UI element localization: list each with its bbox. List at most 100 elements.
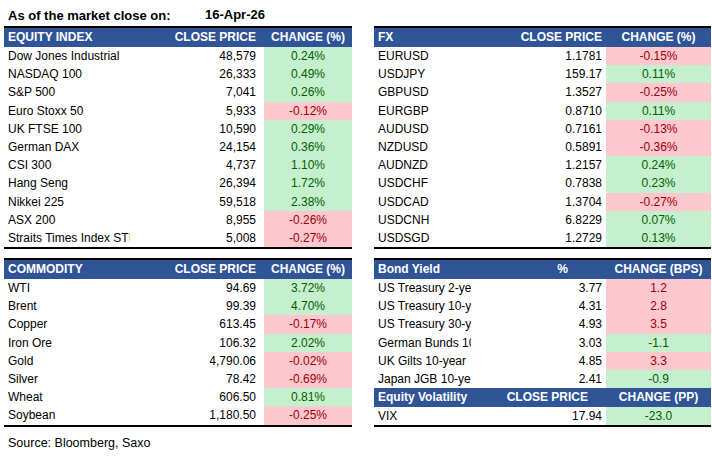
change-value: 0.07% bbox=[606, 211, 711, 229]
instrument-name: VIX bbox=[374, 407, 471, 425]
change-value: 0.36% bbox=[264, 138, 352, 156]
instrument-name: USDJPY bbox=[374, 65, 471, 83]
instrument-name: AUDNZD bbox=[374, 156, 471, 174]
close-value: 4.85 bbox=[471, 352, 606, 370]
column-header-bond-yield: Bond Yield bbox=[374, 260, 471, 279]
close-value: 0.5891 bbox=[471, 138, 606, 156]
table-row: AUDUSD0.7161-0.13% bbox=[374, 120, 711, 138]
change-value: 3.5 bbox=[606, 315, 711, 333]
close-value: 1.2157 bbox=[471, 156, 606, 174]
change-value: -0.17% bbox=[264, 315, 352, 333]
instrument-name: Hang Seng bbox=[4, 174, 130, 192]
change-value: 0.29% bbox=[264, 120, 352, 138]
table-row: Copper613.45-0.17% bbox=[4, 315, 352, 333]
instrument-name: USDCNH bbox=[374, 211, 471, 229]
close-value: 4,790.06 bbox=[130, 352, 264, 370]
table-row: EURUSD1.1781-0.15% bbox=[374, 47, 711, 65]
commodity-table: COMMODITY CLOSE PRICE CHANGE (%) WTI94.6… bbox=[4, 258, 352, 427]
change-value: -0.9 bbox=[606, 370, 711, 388]
table-row: VIX17.94-23.0 bbox=[374, 407, 711, 425]
instrument-name: NASDAQ 100 bbox=[4, 65, 130, 83]
source-note: Source: Bloomberg, Saxo bbox=[8, 435, 150, 451]
instrument-name: Copper bbox=[4, 315, 130, 333]
table-row: Dow Jones Industrial48,5790.24% bbox=[4, 47, 352, 65]
change-value: 0.49% bbox=[264, 65, 352, 83]
equity-index-table: EQUITY INDEX CLOSE PRICE CHANGE (%) Dow … bbox=[4, 26, 352, 249]
instrument-name: US Treasury 30-year bbox=[374, 315, 471, 333]
close-value: 106.32 bbox=[130, 334, 264, 352]
instrument-name: UK Gilts 10-year bbox=[374, 352, 471, 370]
column-header-fx: FX bbox=[374, 28, 471, 47]
close-value: 7,041 bbox=[130, 83, 264, 101]
instrument-name: Straits Times Index STI bbox=[4, 229, 130, 247]
instrument-name: Brent bbox=[4, 297, 130, 315]
close-value: 6.8229 bbox=[471, 211, 606, 229]
table-row: EURGBP0.87100.11% bbox=[374, 102, 711, 120]
change-value: -23.0 bbox=[606, 407, 711, 425]
table-row: ASX 2008,955-0.26% bbox=[4, 211, 352, 229]
change-value: 2.8 bbox=[606, 297, 711, 315]
fx-table: FX CLOSE PRICE CHANGE (%) EURUSD1.1781-0… bbox=[374, 26, 711, 249]
column-header-change-bps: CHANGE (BPS) bbox=[606, 260, 711, 279]
change-value: 1.72% bbox=[264, 174, 352, 192]
table-row: US Treasury 10-year4.312.8 bbox=[374, 297, 711, 315]
instrument-name: German DAX bbox=[4, 138, 130, 156]
table-row: Gold4,790.06-0.02% bbox=[4, 352, 352, 370]
close-value: 10,590 bbox=[130, 120, 264, 138]
instrument-name: Silver bbox=[4, 370, 130, 388]
market-close-report: As of the market close on: 16-Apr-26 EQU… bbox=[0, 0, 712, 456]
column-header-close-price: CLOSE PRICE bbox=[471, 388, 606, 407]
fx-header-row: FX CLOSE PRICE CHANGE (%) bbox=[374, 28, 711, 47]
column-header-close-price: CLOSE PRICE bbox=[471, 28, 606, 47]
close-value: 94.69 bbox=[130, 279, 264, 297]
as-of-date: 16-Apr-26 bbox=[205, 6, 265, 24]
table-row: Straits Times Index STI5,008-0.27% bbox=[4, 229, 352, 247]
close-value: 59,518 bbox=[130, 193, 264, 211]
change-value: 0.11% bbox=[606, 65, 711, 83]
change-value: 3.3 bbox=[606, 352, 711, 370]
table-row: NZDUSD0.5891-0.36% bbox=[374, 138, 711, 156]
instrument-name: Euro Stoxx 50 bbox=[4, 102, 130, 120]
commodity-rows: WTI94.693.72%Brent99.394.70%Copper613.45… bbox=[4, 279, 352, 425]
change-value: -0.26% bbox=[264, 211, 352, 229]
instrument-name: German Bunds 10-year bbox=[374, 334, 471, 352]
equity-volatility-table: Equity Volatility CLOSE PRICE CHANGE (PP… bbox=[374, 388, 711, 425]
instrument-name: AUDUSD bbox=[374, 120, 471, 138]
instrument-name: S&P 500 bbox=[4, 83, 130, 101]
close-value: 26,333 bbox=[130, 65, 264, 83]
table-row: USDCNH6.82290.07% bbox=[374, 211, 711, 229]
close-value: 78.42 bbox=[130, 370, 264, 388]
instrument-name: UK FTSE 100 bbox=[4, 120, 130, 138]
column-header-close-price: CLOSE PRICE bbox=[130, 260, 264, 279]
equity-volatility-header-row: Equity Volatility CLOSE PRICE CHANGE (PP… bbox=[374, 388, 711, 407]
table-row: NASDAQ 10026,3330.49% bbox=[4, 65, 352, 83]
column-header-change-pct: CHANGE (%) bbox=[264, 260, 352, 279]
table-row: UK Gilts 10-year4.853.3 bbox=[374, 352, 711, 370]
instrument-name: Japan JGB 10-year bbox=[374, 370, 471, 388]
column-header-close-price: CLOSE PRICE bbox=[130, 28, 264, 47]
change-value: 0.11% bbox=[606, 102, 711, 120]
change-value: -0.27% bbox=[606, 193, 711, 211]
table-row: German DAX24,1540.36% bbox=[4, 138, 352, 156]
change-value: -0.36% bbox=[606, 138, 711, 156]
table-row: Japan JGB 10-year2.41-0.9 bbox=[374, 370, 711, 388]
instrument-name: Soybean bbox=[4, 406, 130, 424]
change-value: -0.13% bbox=[606, 120, 711, 138]
table-row: GBPUSD1.3527-0.25% bbox=[374, 83, 711, 101]
table-row: German Bunds 10-year3.03-1.1 bbox=[374, 334, 711, 352]
change-value: -0.25% bbox=[264, 406, 352, 424]
instrument-name: Nikkei 225 bbox=[4, 193, 130, 211]
change-value: 4.70% bbox=[264, 297, 352, 315]
table-row: US Treasury 30-year4.933.5 bbox=[374, 315, 711, 333]
table-row: USDCAD1.3704-0.27% bbox=[374, 193, 711, 211]
instrument-name: Wheat bbox=[4, 388, 130, 406]
instrument-name: GBPUSD bbox=[374, 83, 471, 101]
table-row: Wheat606.500.81% bbox=[4, 388, 352, 406]
instrument-name: NZDUSD bbox=[374, 138, 471, 156]
instrument-name: EURUSD bbox=[374, 47, 471, 65]
close-value: 24,154 bbox=[130, 138, 264, 156]
table-row: S&P 5007,0410.26% bbox=[4, 83, 352, 101]
close-value: 1.1781 bbox=[471, 47, 606, 65]
change-value: -0.12% bbox=[264, 102, 352, 120]
change-value: -0.25% bbox=[606, 83, 711, 101]
